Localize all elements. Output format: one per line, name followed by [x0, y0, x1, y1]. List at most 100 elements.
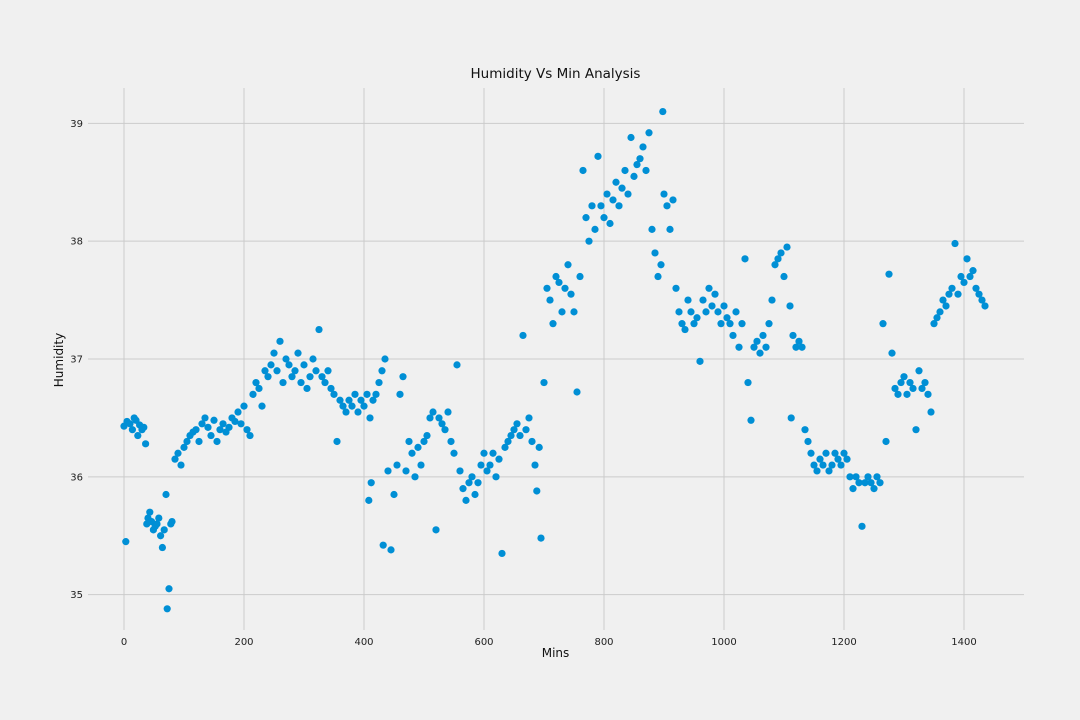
scatter-point [960, 278, 968, 287]
scatter-point [906, 378, 914, 387]
scatter-point [933, 314, 941, 322]
scatter-point [870, 485, 878, 493]
scatter-point [777, 249, 785, 257]
scatter-point [357, 396, 365, 404]
x-tick-label: 1000 [711, 637, 736, 648]
scatter-point [618, 184, 626, 192]
scatter-point [165, 585, 173, 593]
scatter-point [447, 437, 455, 446]
scatter-point [750, 343, 758, 351]
scatter-point [273, 367, 281, 375]
scatter-point [762, 343, 770, 351]
tick-labels: 0 200 400 600 800 1000 1200 1400 35 36 37 38 39 [70, 119, 976, 648]
x-tick-label: 600 [474, 637, 493, 648]
y-tick-label: 35 [70, 590, 83, 601]
scatter-point [444, 408, 452, 416]
scatter-point [354, 408, 362, 416]
scatter-point [210, 416, 218, 424]
scatter-point [342, 408, 350, 416]
scatter-point [663, 202, 671, 210]
scatter-point [126, 420, 134, 428]
scatter-point [402, 467, 410, 475]
scatter-point [315, 325, 323, 334]
scatter-point [312, 367, 320, 375]
scatter-point [360, 402, 368, 410]
scatter-point [732, 308, 740, 316]
y-tick-label: 39 [70, 119, 83, 130]
scatter-point [297, 378, 305, 387]
scatter-point [567, 290, 575, 298]
scatter-point [666, 225, 674, 233]
scatter-point [486, 461, 494, 469]
scatter-point [201, 414, 209, 422]
scatter-point [687, 308, 695, 316]
scatter-point [867, 479, 875, 487]
scatter-point [639, 143, 647, 151]
scatter-point [921, 378, 929, 387]
scatter-point [294, 349, 302, 357]
scatter-point [882, 437, 890, 446]
scatter-point [576, 272, 584, 281]
scatter-point [756, 349, 764, 357]
scatter-point [585, 237, 593, 245]
scatter-point [636, 155, 644, 163]
scatter-point [684, 296, 692, 304]
scatter-point [459, 485, 467, 493]
scatter-point [300, 361, 308, 369]
scatter-point [384, 467, 392, 475]
scatter-point [840, 449, 848, 457]
scatter-point [876, 479, 884, 487]
scatter-point [597, 202, 605, 210]
scatter-point [261, 367, 269, 375]
scatter-point [654, 272, 662, 281]
scatter-point [435, 414, 443, 422]
scatter-point [531, 461, 539, 469]
scatter-point [393, 461, 401, 469]
scatter-point [480, 449, 488, 457]
scatter-point [846, 473, 854, 481]
scatter-point [951, 239, 959, 248]
scatter-point [366, 414, 374, 422]
scatter-point [900, 373, 908, 381]
scatter-point [801, 426, 809, 434]
scatter-point [690, 320, 698, 328]
scatter-point [507, 431, 515, 440]
scatter-point [414, 443, 422, 451]
scatter-point [264, 373, 272, 381]
scatter-point [834, 455, 842, 463]
scatter-point [954, 290, 962, 298]
scatter-point [708, 302, 716, 310]
scatter-point [379, 541, 387, 549]
scatter-point [192, 426, 200, 434]
scatter-point [564, 261, 572, 269]
scatter-point [450, 449, 458, 457]
scatter-point [630, 172, 638, 180]
scatter-point [267, 361, 275, 369]
scatter-point [198, 420, 206, 428]
x-tick-label: 200 [234, 637, 253, 648]
scatter-point [146, 508, 154, 516]
scatter-point [128, 426, 136, 434]
scatter-point [438, 420, 446, 428]
scatter-point [948, 284, 956, 292]
scatter-point [744, 378, 752, 387]
scatter-point [525, 414, 533, 422]
scatter-point [405, 437, 413, 446]
scatter-point [504, 437, 512, 446]
scatter-point [195, 437, 203, 446]
scatter-point [768, 296, 776, 304]
scatter-point [702, 308, 710, 316]
scatter-point [303, 384, 311, 393]
scatter-point [225, 423, 233, 431]
scatter-point [270, 349, 278, 357]
scatter-point [468, 473, 476, 481]
scatter-point [483, 467, 491, 475]
scatter-point [140, 423, 148, 431]
scatter-point [909, 384, 917, 393]
scatter-point [142, 440, 150, 448]
scatter-point [477, 461, 485, 469]
scatter-point [669, 196, 677, 204]
scatter-point [306, 373, 314, 381]
